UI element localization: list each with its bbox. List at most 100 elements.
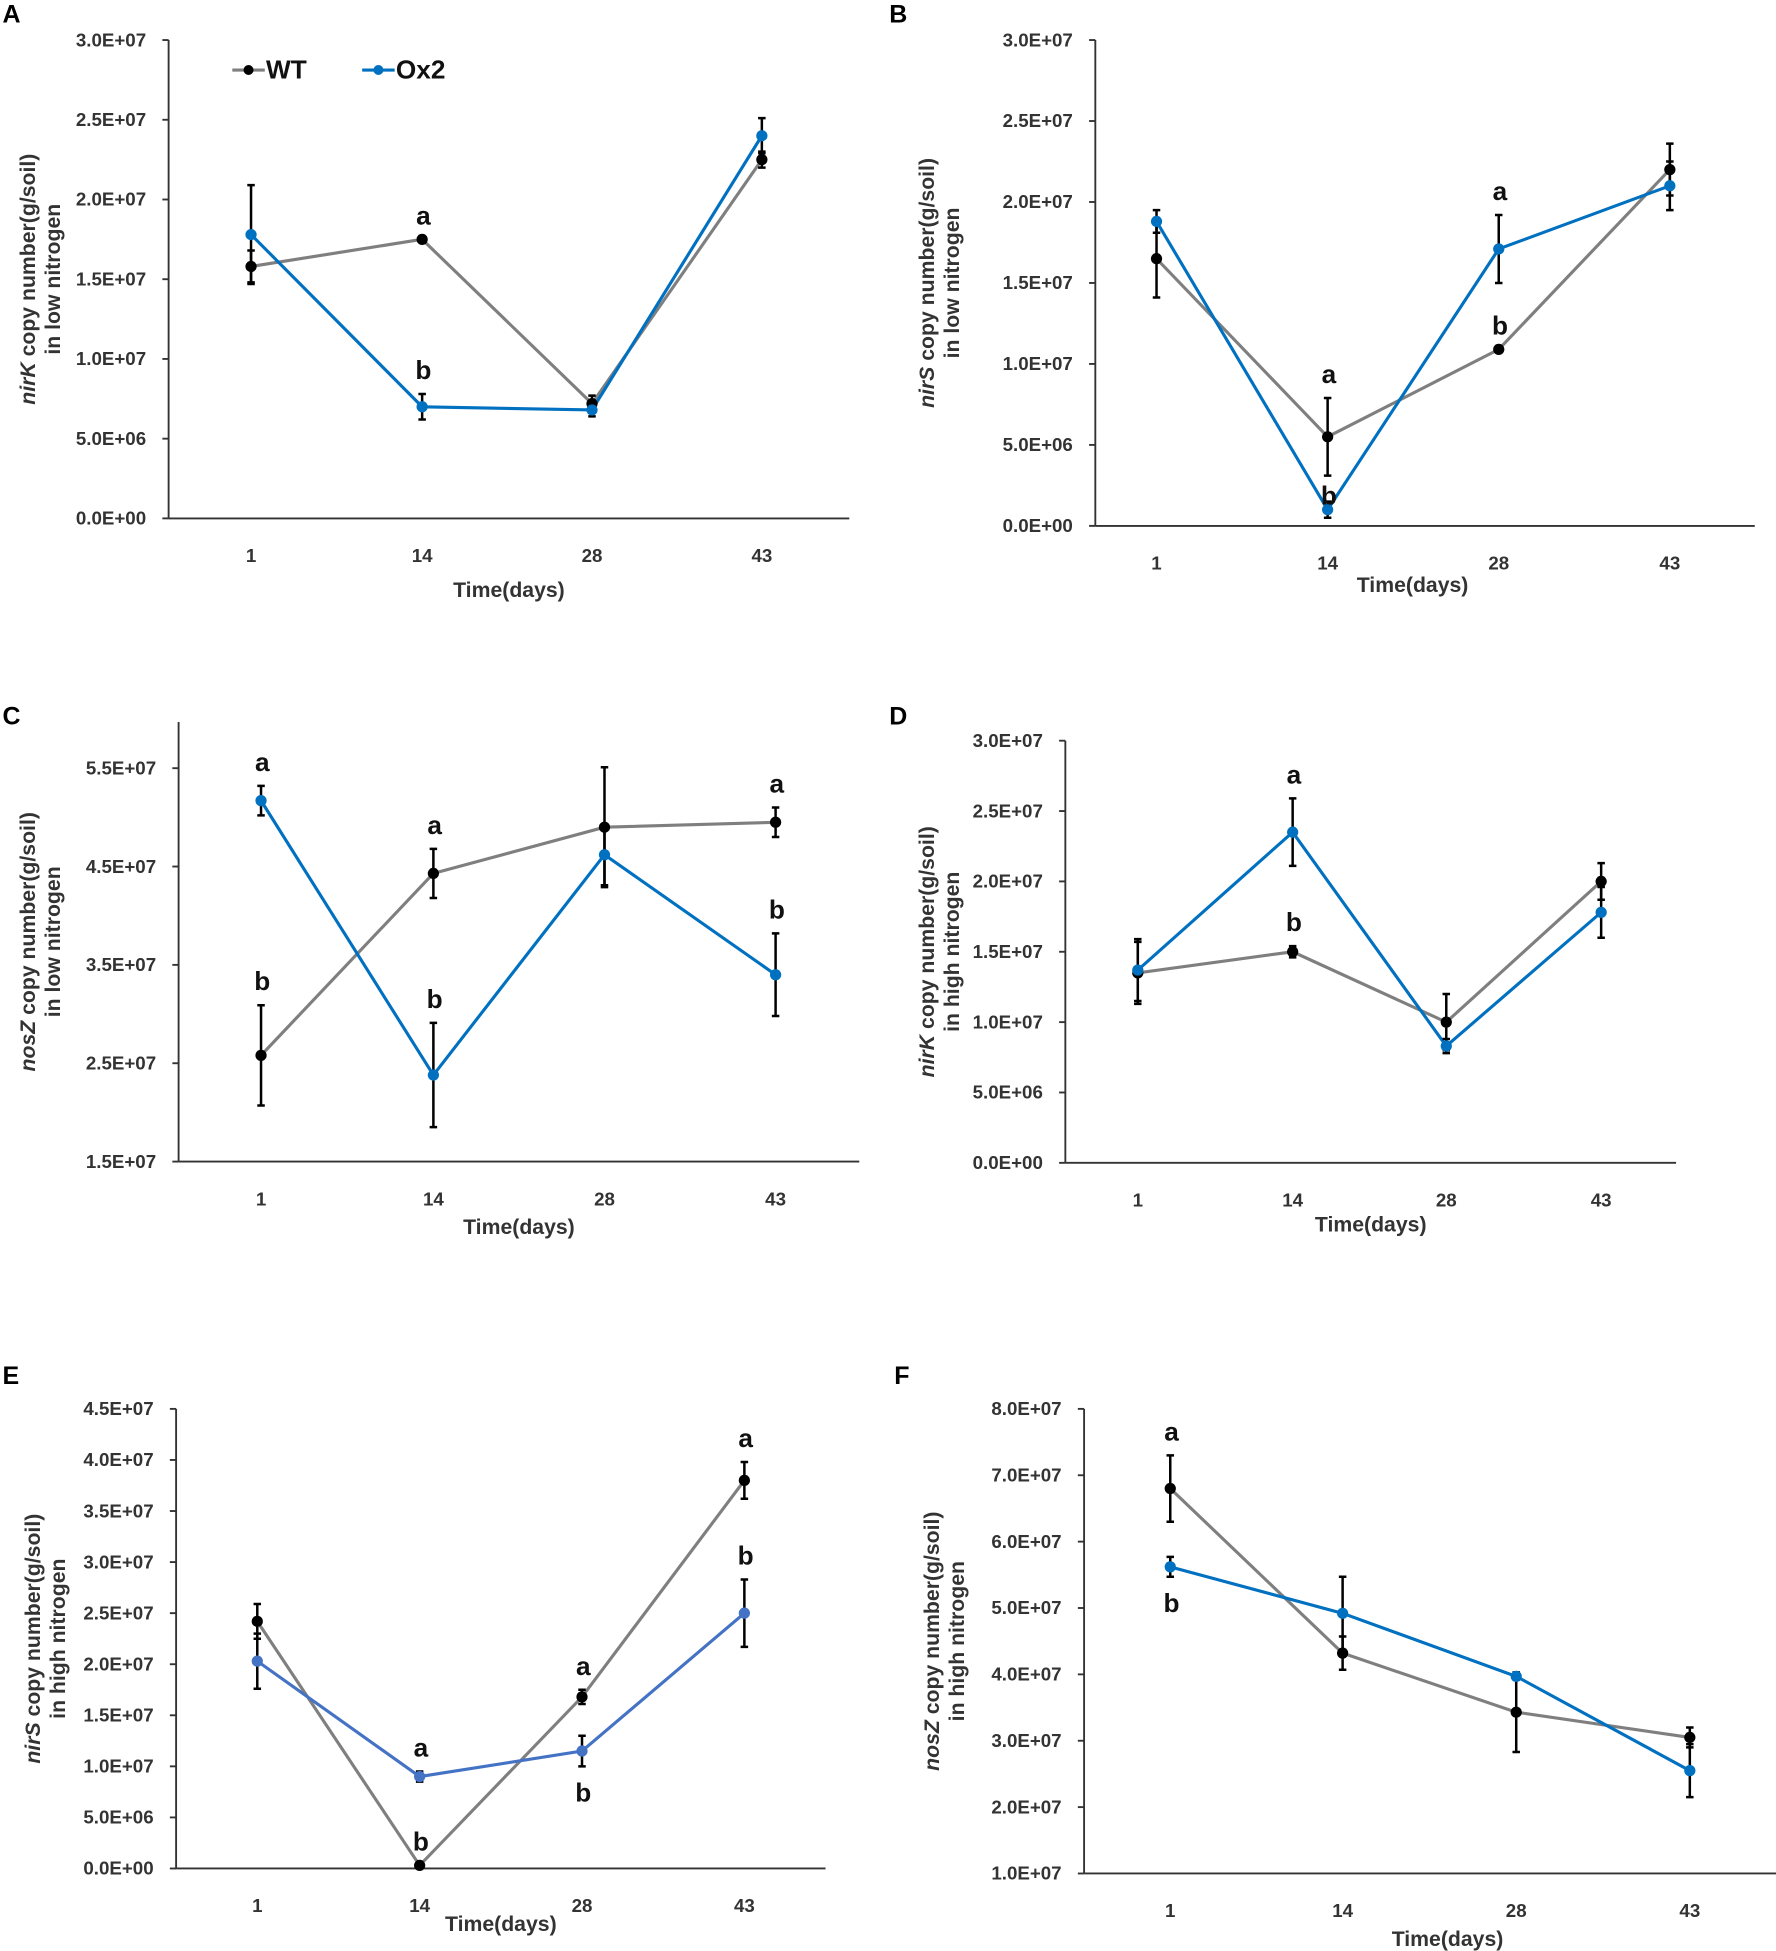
series-line-Ox2: [1155, 184, 1671, 513]
y-axis-title-line2: in high nitrogen: [941, 872, 964, 1032]
y-tick-label: 3.5E+07: [86, 954, 156, 975]
x-tick-label: 1: [246, 545, 256, 566]
y-tick-label: 1.0E+07: [973, 1011, 1043, 1032]
x-tick-label: 43: [751, 545, 772, 566]
significance-letter: b: [738, 1540, 754, 1570]
legend-marker: [373, 65, 384, 76]
y-tick-label: 3.0E+07: [991, 1730, 1061, 1751]
series-line-WT: [1155, 168, 1671, 439]
y-tick-label: 3.0E+07: [76, 29, 146, 50]
series-line-WT: [1137, 880, 1603, 1024]
panel-letter: B: [889, 1, 907, 29]
x-tick-label: 1: [1133, 1190, 1143, 1211]
y-tick-label: 2.5E+07: [1003, 110, 1073, 131]
data-point-Ox2: [255, 795, 267, 807]
significance-letter: a: [255, 747, 270, 777]
significance-letter: a: [416, 200, 431, 230]
chart-panel-A: A 0.0E+00 5.0E+06 1.0E+07 1.5E+07 2.0E+07 2.5E…: [2, 1, 850, 602]
data-point-Ox2: [769, 969, 782, 981]
y-tick-label: 3.0E+07: [83, 1551, 153, 1572]
y-tick-label: 5.0E+06: [1003, 434, 1073, 455]
data-point-Ox2: [414, 1770, 426, 1783]
data-point-WT: [1493, 343, 1505, 355]
series-line-Ox2: [259, 799, 777, 1078]
y-tick-label: 4.0E+07: [83, 1449, 153, 1470]
chart-panel-B: B 0.0E+00 5.0E+06 1.0E+07 1.5E+07 2.0E+07 2.5E…: [889, 1, 1755, 597]
x-axis-title: Time(days): [463, 1216, 575, 1239]
data-point-Ox2: [1510, 1670, 1522, 1682]
x-tick-label: 28: [1506, 1900, 1527, 1921]
data-point-WT: [1150, 253, 1163, 265]
data-point-Ox2: [1440, 1040, 1452, 1052]
x-tick-label: 28: [572, 1895, 593, 1916]
x-axis-title: Time(days): [1315, 1214, 1427, 1237]
panel-letter: F: [894, 1362, 909, 1390]
data-point-Ox2: [738, 1607, 750, 1619]
data-point-Ox2: [586, 404, 598, 416]
x-tick-label: 1: [1151, 553, 1161, 574]
data-point-Ox2: [1664, 180, 1676, 192]
y-tick-label: 2.5E+07: [83, 1602, 153, 1623]
gene-name: nirK: [17, 361, 40, 405]
series-line-WT: [1169, 1487, 1691, 1739]
significance-letter: a: [1287, 759, 1302, 789]
data-point-WT: [1336, 1647, 1349, 1659]
y-tick-label: 2.5E+07: [76, 109, 146, 130]
y-tick-label: 1.5E+07: [83, 1705, 153, 1726]
x-tick-label: 43: [1679, 1900, 1700, 1921]
panel-letter: D: [889, 702, 907, 730]
y-axis-title-line2: in high nitrogen: [946, 1561, 969, 1721]
y-axis-title-line2: in low nitrogen: [42, 204, 65, 355]
y-axis-title: nirK copy number(g/soil): [916, 826, 939, 1077]
significance-letter: b: [1321, 481, 1337, 511]
y-tick-label: 5.0E+06: [83, 1807, 153, 1828]
y-tick-label: 0.0E+00: [973, 1152, 1043, 1173]
gene-name: nosZ: [17, 1020, 40, 1072]
significance-letter: a: [414, 1732, 429, 1762]
series-line-Ox2: [1136, 829, 1603, 1049]
series-line-Ox2: [256, 1611, 746, 1779]
data-point-Ox2: [1336, 1607, 1349, 1619]
x-tick-label: 1: [256, 1188, 266, 1209]
panel-letter: C: [2, 702, 20, 730]
data-point-WT: [416, 233, 428, 245]
y-tick-label: 0.0E+00: [83, 1858, 153, 1879]
data-point-Ox2: [245, 228, 257, 241]
data-point-WT: [598, 821, 611, 833]
y-tick-label: 5.5E+07: [86, 757, 156, 778]
y-tick-label: 1.0E+07: [83, 1756, 153, 1777]
y-tick-label: 1.5E+07: [973, 941, 1043, 962]
x-tick-label: 1: [252, 1895, 262, 1916]
y-axis-title-line2: in high nitrogen: [47, 1559, 70, 1719]
x-tick-label: 43: [734, 1895, 755, 1916]
y-tick-label: 3.0E+07: [1003, 29, 1073, 50]
data-point-WT: [756, 154, 768, 166]
x-tick-label: 1: [1165, 1900, 1175, 1921]
y-tick-label: 2.0E+07: [973, 871, 1043, 892]
panel-letter: A: [2, 1, 20, 29]
data-point-Ox2: [251, 1655, 263, 1667]
x-axis-title: Time(days): [445, 1913, 557, 1936]
significance-letter: a: [770, 769, 785, 799]
data-point-Ox2: [416, 401, 428, 413]
y-tick-label: 2.5E+07: [973, 800, 1043, 821]
data-point-WT: [738, 1474, 750, 1486]
x-tick-label: 14: [1282, 1190, 1303, 1211]
significance-letter: b: [1286, 907, 1302, 937]
data-point-WT: [255, 1049, 267, 1061]
y-tick-label: 2.0E+07: [83, 1653, 153, 1674]
x-tick-label: 14: [423, 1188, 444, 1209]
y-tick-label: 4.5E+07: [83, 1398, 153, 1419]
y-tick-label: 5.0E+07: [991, 1597, 1061, 1618]
y-axis-title: nirS copy number(g/soil): [916, 158, 939, 408]
x-tick-label: 43: [765, 1188, 786, 1209]
significance-letter: b: [413, 1826, 429, 1856]
series-line-Ox2: [1169, 1565, 1691, 1772]
data-point-Ox2: [598, 849, 611, 861]
data-point-Ox2: [1164, 1561, 1176, 1573]
significance-letter: b: [427, 984, 443, 1014]
significance-letter: a: [427, 810, 442, 840]
data-point-WT: [427, 867, 440, 880]
y-tick-label: 3.5E+07: [83, 1500, 153, 1521]
